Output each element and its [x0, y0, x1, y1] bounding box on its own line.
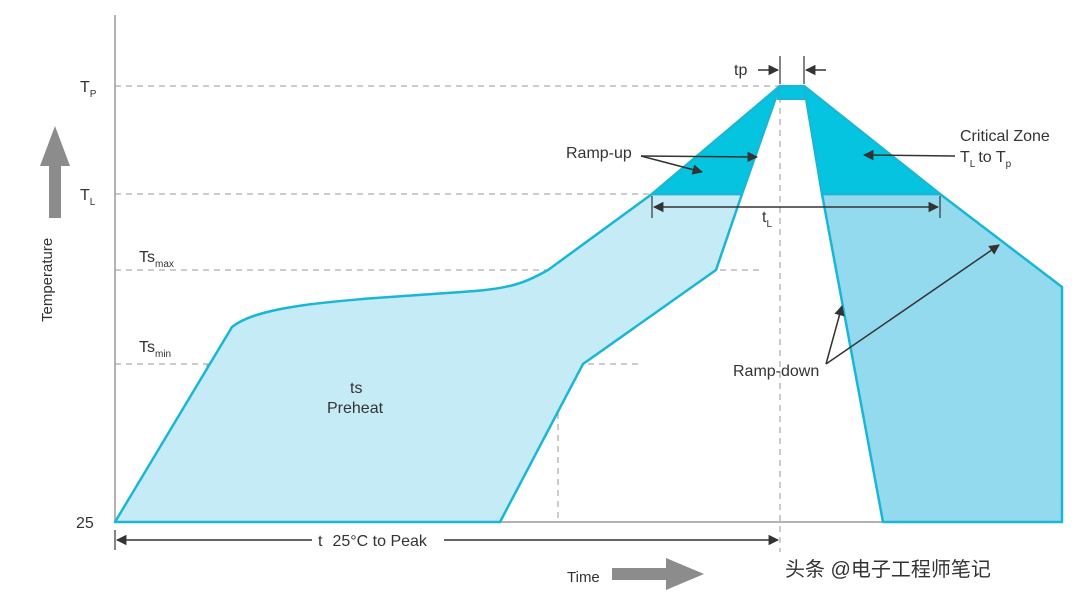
tsmin-level-label: Tsmin — [139, 339, 171, 360]
temperature-axis-label: Temperature — [39, 238, 56, 322]
base-temperature-label: 25 — [76, 515, 94, 532]
cooling-band — [820, 192, 1064, 524]
tp-level-label: TP — [80, 79, 97, 100]
critical-zone-right — [802, 84, 942, 196]
ramp-down-label: Ramp-down — [733, 363, 819, 380]
preheat-label: Preheat — [327, 400, 384, 417]
ramp-up-pointer-1 — [640, 155, 704, 175]
ramp-up-label: Ramp-up — [566, 145, 632, 162]
time-axis-label: Time — [567, 569, 600, 586]
time-right-arrow-icon — [612, 558, 704, 590]
temperature-up-arrow-icon — [40, 126, 70, 218]
ts-label: ts — [350, 380, 362, 397]
critical-zone-label: Critical Zone — [960, 128, 1050, 145]
tl-span-label: tL — [762, 209, 772, 230]
ramp-down-pointer-2 — [825, 244, 1000, 365]
critical-zone-left — [650, 84, 782, 196]
ramp-down-pointer-1 — [825, 304, 845, 365]
total-time-label: t 25°C to Peak — [318, 533, 428, 550]
ramp-up-pointer-2 — [640, 151, 759, 163]
tl-level-label: TL — [80, 187, 96, 208]
critical-zone-pointer — [862, 149, 956, 161]
tp-width-label: tp — [734, 62, 747, 79]
watermark-text: 头条 @电子工程师笔记 — [785, 558, 991, 581]
critical-range-label: TL to Tp — [960, 149, 1012, 170]
heating-band — [113, 192, 744, 524]
tsmax-level-label: Tsmax — [139, 249, 174, 270]
